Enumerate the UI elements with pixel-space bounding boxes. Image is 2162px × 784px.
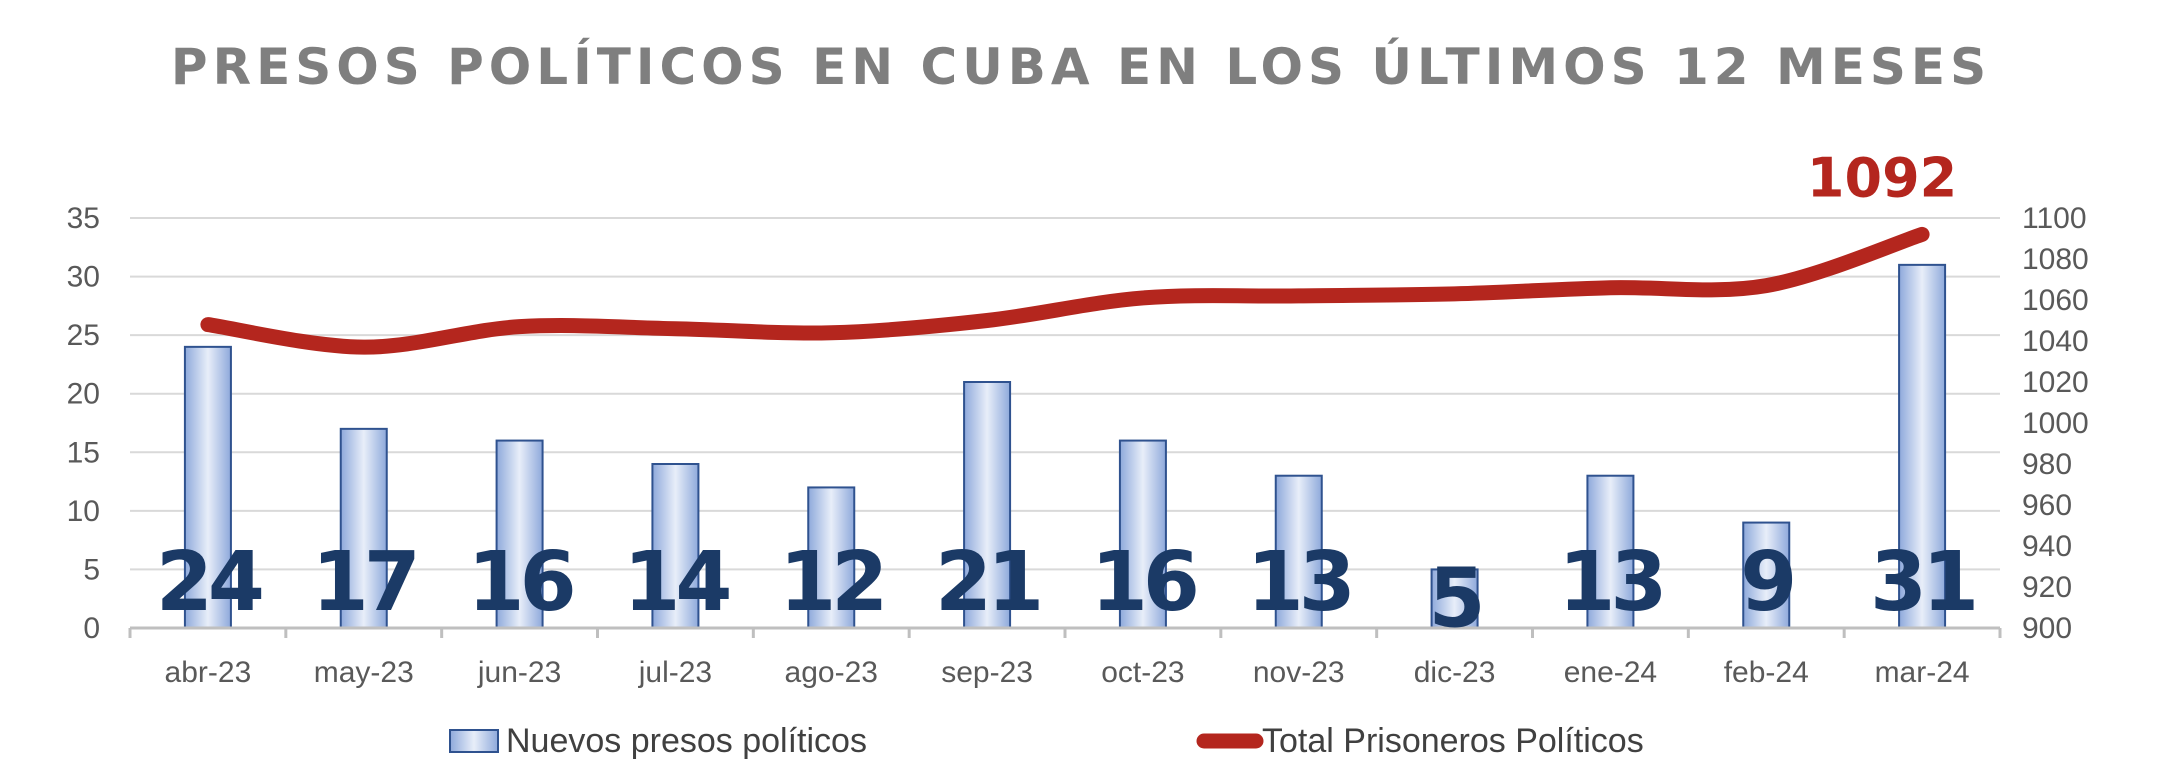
- y-right-tick-label: 920: [2022, 571, 2072, 604]
- x-tick-label: ago-23: [785, 656, 878, 689]
- bar-data-label: 24: [156, 535, 262, 630]
- bar-series: [183, 263, 1947, 630]
- line-point: [1454, 293, 1456, 295]
- bar: [807, 486, 856, 629]
- legend-swatch-bars: [449, 729, 499, 753]
- bar-data-label: 14: [623, 535, 729, 630]
- line-point: [674, 328, 676, 330]
- y-right-tick-label: 960: [2022, 489, 2072, 522]
- bar: [651, 463, 700, 629]
- bar: [963, 381, 1012, 629]
- line-point: [363, 346, 365, 348]
- line-point: [519, 326, 521, 328]
- legend-label-line: Total Prisoneros Políticos: [1262, 722, 1644, 760]
- line-series: 1092: [200, 146, 1957, 355]
- line-point: [1765, 285, 1767, 287]
- total-line: [200, 226, 1930, 355]
- x-tick-label: may-23: [314, 656, 414, 689]
- y-right-tick-label: 1100: [2022, 202, 2087, 235]
- bar-data-label: 16: [468, 535, 573, 630]
- y-left-tick-label: 5: [83, 553, 100, 586]
- bar: [1430, 568, 1479, 630]
- y-right-tick-label: 940: [2022, 530, 2072, 563]
- x-tick-label: oct-23: [1101, 656, 1184, 689]
- line-point: [207, 324, 209, 326]
- bar-data-label: 9: [1740, 535, 1792, 630]
- y-right-tick-label: 1080: [2022, 243, 2089, 276]
- x-tick-label: feb-24: [1724, 656, 1809, 689]
- axes: 0 5 10 15 20 25 30 35 900 920 940 960 980 1000 1020 104…: [67, 202, 2089, 689]
- bar: [339, 427, 388, 629]
- data-labels: 24 17 16 14 12 21 16 13 5 13 9 31: [156, 535, 1979, 647]
- line-point: [1609, 287, 1611, 289]
- x-tick-label: ene-24: [1564, 656, 1657, 689]
- x-tick-label: jun-23: [477, 656, 561, 689]
- y-right-tick-label: 900: [2022, 612, 2072, 645]
- line-point: [1142, 297, 1144, 299]
- x-tick-label: sep-23: [941, 656, 1033, 689]
- line-point: [830, 332, 832, 334]
- line-point: [1298, 295, 1300, 297]
- y-left-tick-label: 15: [67, 436, 100, 469]
- y-right-tick-label: 1000: [2022, 407, 2089, 440]
- y-right-tick-label: 1060: [2022, 284, 2089, 317]
- x-tick-label: dic-23: [1414, 656, 1496, 689]
- bar: [1586, 474, 1635, 630]
- bar-data-label: 17: [312, 535, 416, 630]
- bar-data-label: 16: [1091, 535, 1196, 630]
- x-tick-label: abr-23: [165, 656, 252, 689]
- bar: [1898, 263, 1947, 629]
- bar-data-label: 13: [1247, 535, 1351, 630]
- y-right-tick-label: 980: [2022, 448, 2072, 481]
- bar: [183, 345, 232, 629]
- x-tick-label: nov-23: [1253, 656, 1345, 689]
- peak-label: 1092: [1807, 146, 1957, 209]
- y-right-tick-label: 1040: [2022, 325, 2089, 358]
- line-point: [1921, 233, 1923, 235]
- y-left-tick-label: 0: [83, 612, 100, 645]
- line-point: [986, 320, 988, 322]
- y-left-tick-label: 35: [67, 202, 100, 235]
- bar-data-label: 21: [935, 535, 1039, 630]
- legend-label-bars: Nuevos presos políticos: [506, 722, 867, 760]
- gridlines: [130, 217, 2000, 571]
- y-left-tick-label: 25: [67, 319, 100, 352]
- y-left-tick-label: 10: [67, 495, 100, 528]
- bar-data-label: 13: [1558, 535, 1662, 630]
- y-right-tick-label: 1020: [2022, 366, 2089, 399]
- x-tick-label: jul-23: [638, 656, 712, 689]
- legend: Nuevos presos políticos Total Prisoneros …: [449, 722, 1644, 760]
- bar-data-label: 12: [779, 535, 883, 630]
- bar-data-label: 31: [1870, 535, 1974, 630]
- bar: [1118, 439, 1167, 630]
- y-left-tick-label: 20: [67, 378, 100, 411]
- chart-title: PRESOS POLÍTICOS EN CUBA EN LOS ÚLTIMOS …: [170, 38, 1992, 96]
- x-tick-label: mar-24: [1875, 656, 1970, 689]
- y-left-tick-label: 30: [67, 261, 100, 294]
- bar-data-label: 5: [1429, 552, 1481, 647]
